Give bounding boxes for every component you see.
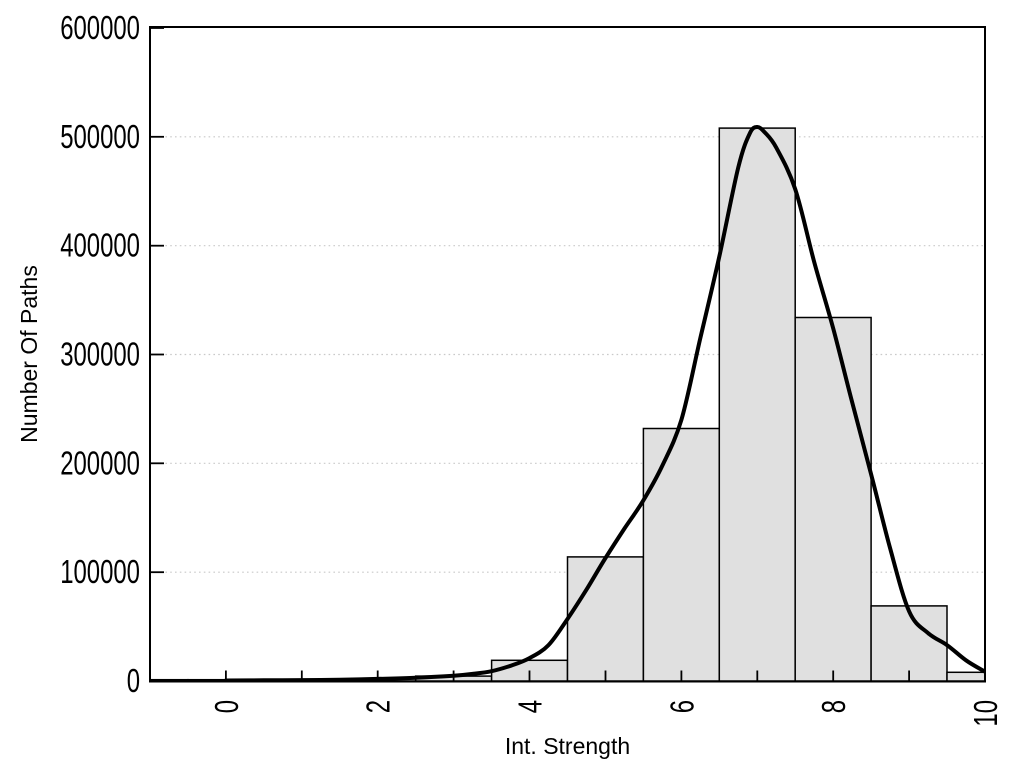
y-tick-label: 200000 [60, 444, 140, 481]
y-tick-label: 300000 [60, 336, 140, 373]
x-tick-label: 8 [815, 700, 852, 713]
x-tick-label: 4 [512, 700, 549, 713]
density-curve-group [223, 125, 985, 682]
histogram-bar [870, 605, 948, 682]
histogram-bar [794, 316, 872, 682]
density-curve [223, 125, 985, 682]
y-tick-label: 100000 [60, 553, 140, 590]
x-tick-label: 0 [208, 700, 245, 713]
y-axis-title: Number Of Paths [16, 265, 42, 443]
x-tick-label: 6 [663, 700, 700, 713]
x-tick-label: 2 [360, 700, 397, 713]
y-tick-label: 500000 [60, 118, 140, 155]
y-tick-label: 0 [127, 662, 140, 699]
x-axis-title: Int. Strength [504, 733, 631, 759]
histogram-bars [150, 127, 985, 682]
histogram-bar [718, 127, 796, 682]
histogram-bar [642, 427, 721, 682]
histogram-bar [946, 671, 985, 682]
y-tick-label: 400000 [60, 227, 140, 264]
y-tick-label: 600000 [60, 9, 140, 46]
histogram-bar [566, 556, 645, 682]
x-tick-label: 10 [967, 700, 1004, 727]
